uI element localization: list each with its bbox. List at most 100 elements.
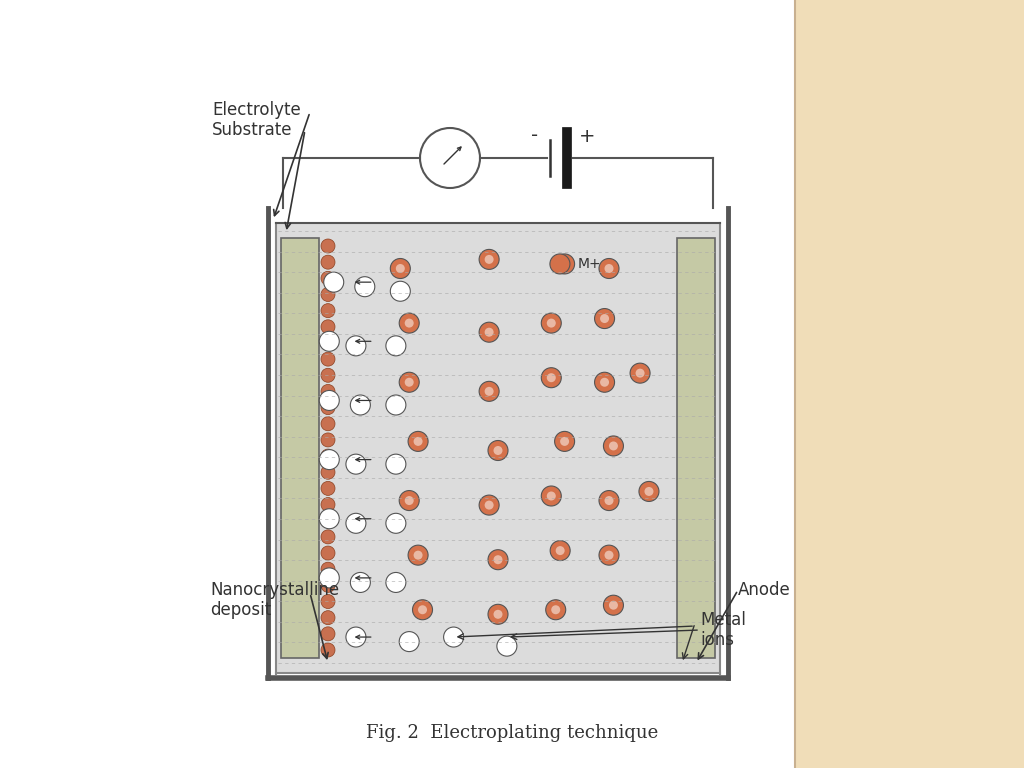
Circle shape	[321, 611, 335, 624]
Circle shape	[404, 378, 414, 387]
Circle shape	[494, 610, 503, 619]
Circle shape	[542, 313, 561, 333]
Circle shape	[560, 260, 569, 269]
Bar	[276, 223, 720, 673]
Circle shape	[321, 514, 335, 528]
Circle shape	[547, 319, 556, 328]
Circle shape	[386, 454, 406, 474]
Text: -: -	[531, 127, 539, 145]
Circle shape	[350, 572, 371, 592]
Circle shape	[484, 328, 494, 336]
Circle shape	[609, 601, 617, 610]
Circle shape	[546, 600, 565, 620]
Circle shape	[390, 281, 411, 301]
Circle shape	[321, 530, 335, 544]
Circle shape	[321, 482, 335, 495]
Circle shape	[319, 331, 339, 351]
Circle shape	[321, 643, 335, 657]
Circle shape	[319, 449, 339, 469]
Circle shape	[418, 605, 427, 614]
Circle shape	[346, 454, 366, 474]
Text: Fig. 2  Electroplating technique: Fig. 2 Electroplating technique	[366, 724, 658, 742]
Text: deposit: deposit	[210, 601, 271, 619]
Circle shape	[560, 437, 569, 446]
Circle shape	[399, 631, 419, 651]
Circle shape	[484, 255, 494, 264]
Circle shape	[321, 336, 335, 350]
Circle shape	[484, 501, 494, 510]
Text: ions: ions	[700, 631, 734, 649]
Circle shape	[494, 446, 503, 455]
Bar	[281, 238, 319, 658]
Circle shape	[386, 572, 406, 592]
Circle shape	[319, 568, 339, 588]
Circle shape	[542, 368, 561, 388]
Circle shape	[488, 550, 508, 570]
Circle shape	[599, 491, 618, 511]
Circle shape	[409, 432, 428, 452]
Text: Nanocrystalline: Nanocrystalline	[210, 581, 339, 599]
Circle shape	[321, 417, 335, 431]
Circle shape	[604, 551, 613, 560]
Circle shape	[404, 496, 414, 505]
Circle shape	[386, 336, 406, 356]
Circle shape	[488, 441, 508, 461]
Circle shape	[484, 387, 494, 396]
Circle shape	[390, 259, 411, 279]
Circle shape	[404, 319, 414, 328]
Circle shape	[321, 562, 335, 576]
Circle shape	[319, 508, 339, 528]
Circle shape	[321, 352, 335, 366]
Text: +: +	[579, 127, 595, 145]
Circle shape	[350, 395, 371, 415]
Circle shape	[319, 390, 339, 410]
Circle shape	[488, 604, 508, 624]
Circle shape	[639, 482, 659, 502]
Circle shape	[547, 492, 556, 501]
Circle shape	[479, 495, 499, 515]
Circle shape	[414, 437, 423, 446]
Circle shape	[443, 627, 464, 647]
Circle shape	[399, 313, 419, 333]
Circle shape	[324, 272, 344, 292]
Circle shape	[599, 545, 618, 565]
Circle shape	[479, 382, 499, 402]
Circle shape	[321, 546, 335, 560]
Circle shape	[321, 303, 335, 318]
Circle shape	[386, 513, 406, 533]
Circle shape	[479, 250, 499, 270]
Circle shape	[346, 336, 366, 356]
Circle shape	[494, 555, 503, 564]
Circle shape	[321, 369, 335, 382]
Text: M+: M+	[578, 257, 601, 271]
Circle shape	[636, 369, 644, 378]
Circle shape	[609, 442, 617, 451]
Bar	[0, 0, 795, 768]
Text: Metal: Metal	[700, 611, 745, 629]
Circle shape	[413, 600, 432, 620]
Circle shape	[386, 395, 406, 415]
Circle shape	[600, 378, 609, 387]
Circle shape	[555, 432, 574, 452]
Circle shape	[346, 513, 366, 533]
Circle shape	[346, 627, 366, 647]
Circle shape	[479, 323, 499, 343]
Circle shape	[321, 433, 335, 447]
Text: Anode: Anode	[738, 581, 791, 599]
Circle shape	[603, 436, 624, 456]
Circle shape	[321, 401, 335, 415]
Circle shape	[542, 486, 561, 506]
Circle shape	[551, 605, 560, 614]
Circle shape	[399, 491, 419, 511]
Circle shape	[321, 498, 335, 511]
Circle shape	[550, 254, 570, 274]
Circle shape	[354, 276, 375, 296]
Circle shape	[600, 314, 609, 323]
Circle shape	[556, 546, 564, 555]
Circle shape	[599, 259, 618, 279]
Circle shape	[321, 287, 335, 302]
Circle shape	[409, 545, 428, 565]
Circle shape	[550, 541, 570, 561]
Circle shape	[603, 595, 624, 615]
Circle shape	[321, 465, 335, 479]
